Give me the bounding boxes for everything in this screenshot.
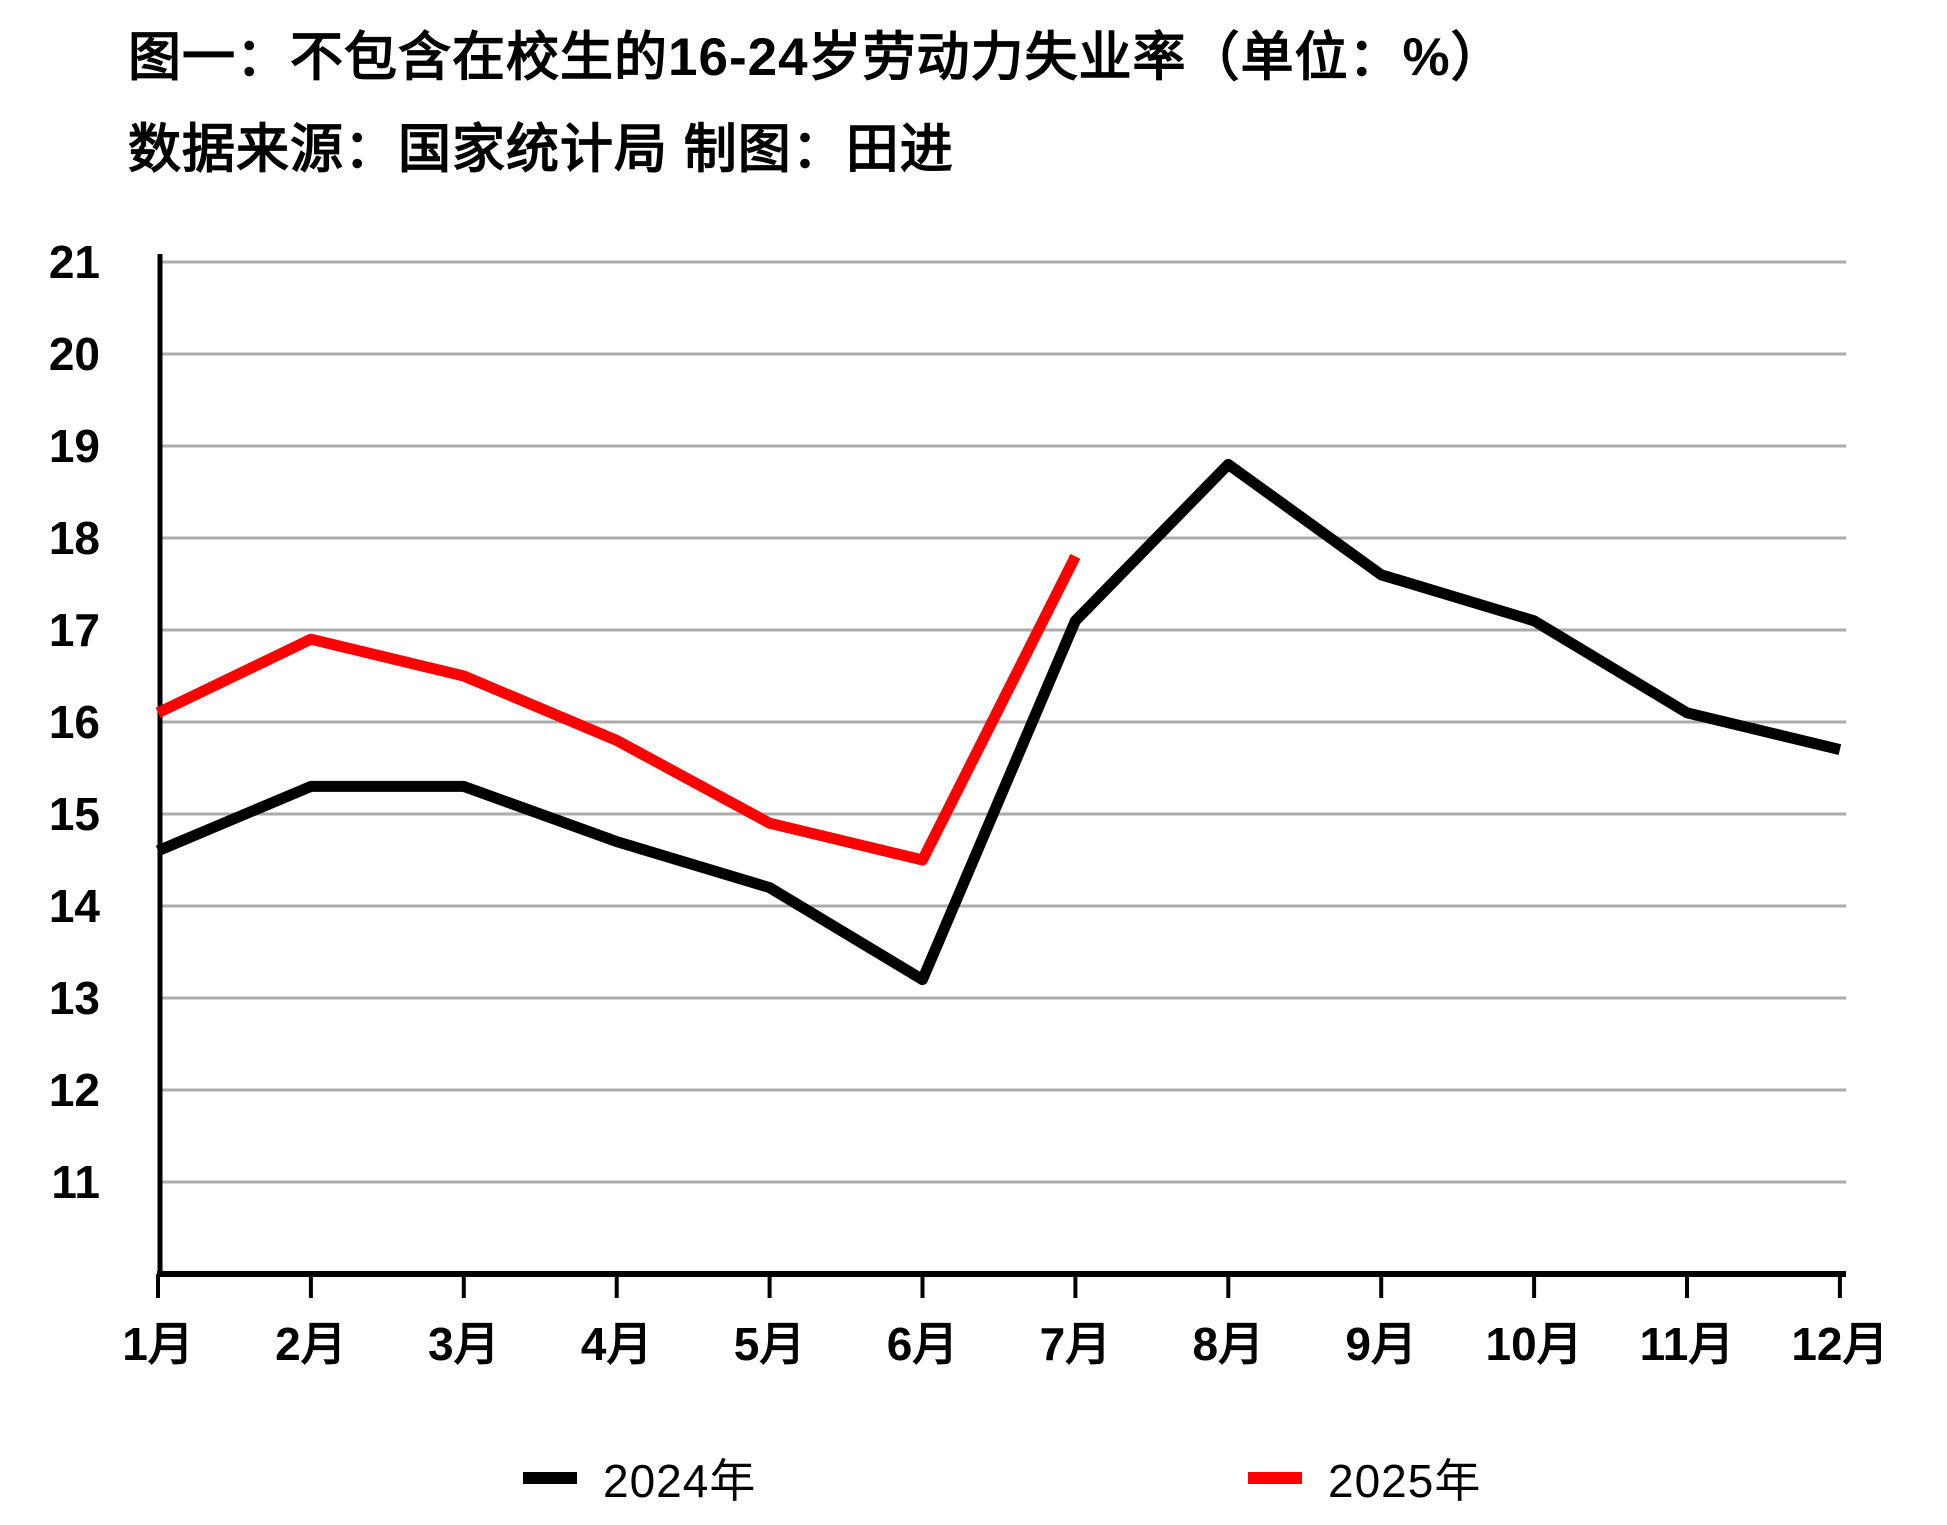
title-block: 图一：不包含在校生的16-24岁劳动力失业率（单位：%） 数据来源：国家统计局 …	[128, 22, 1505, 186]
x-axis-label-2月: 2月	[275, 1318, 347, 1370]
y-axis-label-14: 14	[49, 880, 101, 932]
legend-label-2025: 2025年	[1328, 1455, 1482, 1507]
legend-swatch-2025	[1248, 1472, 1302, 1484]
x-axis-label-5月: 5月	[734, 1318, 806, 1370]
y-axis-label-12: 12	[49, 1064, 100, 1116]
x-axis-label-7月: 7月	[1040, 1318, 1112, 1370]
series-line-2025年	[155, 553, 1081, 866]
x-axis-label-4月: 4月	[581, 1318, 653, 1370]
legend-swatch-2024	[523, 1472, 577, 1484]
x-axis-label-1月: 1月	[122, 1318, 194, 1370]
y-axis-label-11: 11	[51, 1156, 100, 1208]
legend: 2024年 2025年	[0, 1448, 1947, 1518]
y-axis-label-15: 15	[49, 788, 100, 840]
x-axis-label-9月: 9月	[1345, 1318, 1417, 1370]
x-axis-label-12月: 12月	[1791, 1318, 1888, 1370]
x-axis-label-6月: 6月	[887, 1318, 959, 1370]
series-line-2024年	[155, 458, 1842, 986]
y-axis-label-18: 18	[49, 512, 100, 564]
chart-subtitle: 数据来源：国家统计局 制图：田进	[128, 120, 954, 179]
legend-label-2024: 2024年	[603, 1455, 757, 1507]
y-axis-label-16: 16	[49, 696, 100, 748]
y-axis-label-21: 21	[49, 236, 100, 288]
y-axis-label-20: 20	[49, 328, 100, 380]
y-axis-label-19: 19	[49, 420, 100, 472]
x-axis-label-10月: 10月	[1486, 1318, 1583, 1370]
x-axis-label-11月: 11月	[1640, 1318, 1735, 1370]
y-axis-label-17: 17	[49, 604, 100, 656]
legend-item-2024: 2024年	[523, 1448, 756, 1508]
legend-item-2025: 2025年	[1248, 1448, 1481, 1508]
y-axis-label-13: 13	[49, 972, 100, 1024]
x-axis-label-3月: 3月	[428, 1318, 500, 1370]
chart-title: 图一：不包含在校生的16-24岁劳动力失业率（单位：%）	[128, 28, 1505, 87]
x-axis-label-8月: 8月	[1193, 1318, 1265, 1370]
